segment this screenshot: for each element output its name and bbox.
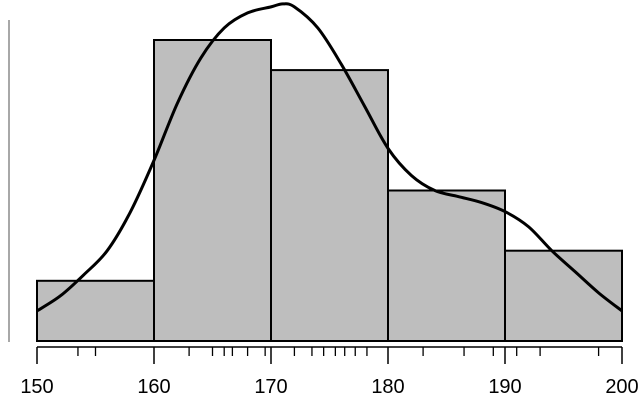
histogram-bar-3 [270,69,389,342]
x-tick-label: 190 [488,376,521,398]
x-tick-label: 170 [254,376,287,398]
histogram-bar-2 [153,39,272,342]
rug-marks [77,347,600,356]
x-tick-label: 200 [605,376,638,398]
histogram-bar-1 [36,279,155,342]
density-curve [36,2,623,313]
x-axis-ticks: 150 160 170 180 190 200 [20,347,639,398]
histogram-bars [36,39,623,342]
x-tick-label: 150 [20,376,53,398]
x-tick-label: 160 [137,376,170,398]
histogram-bar-4 [387,189,506,342]
x-tick-label: 180 [371,376,404,398]
